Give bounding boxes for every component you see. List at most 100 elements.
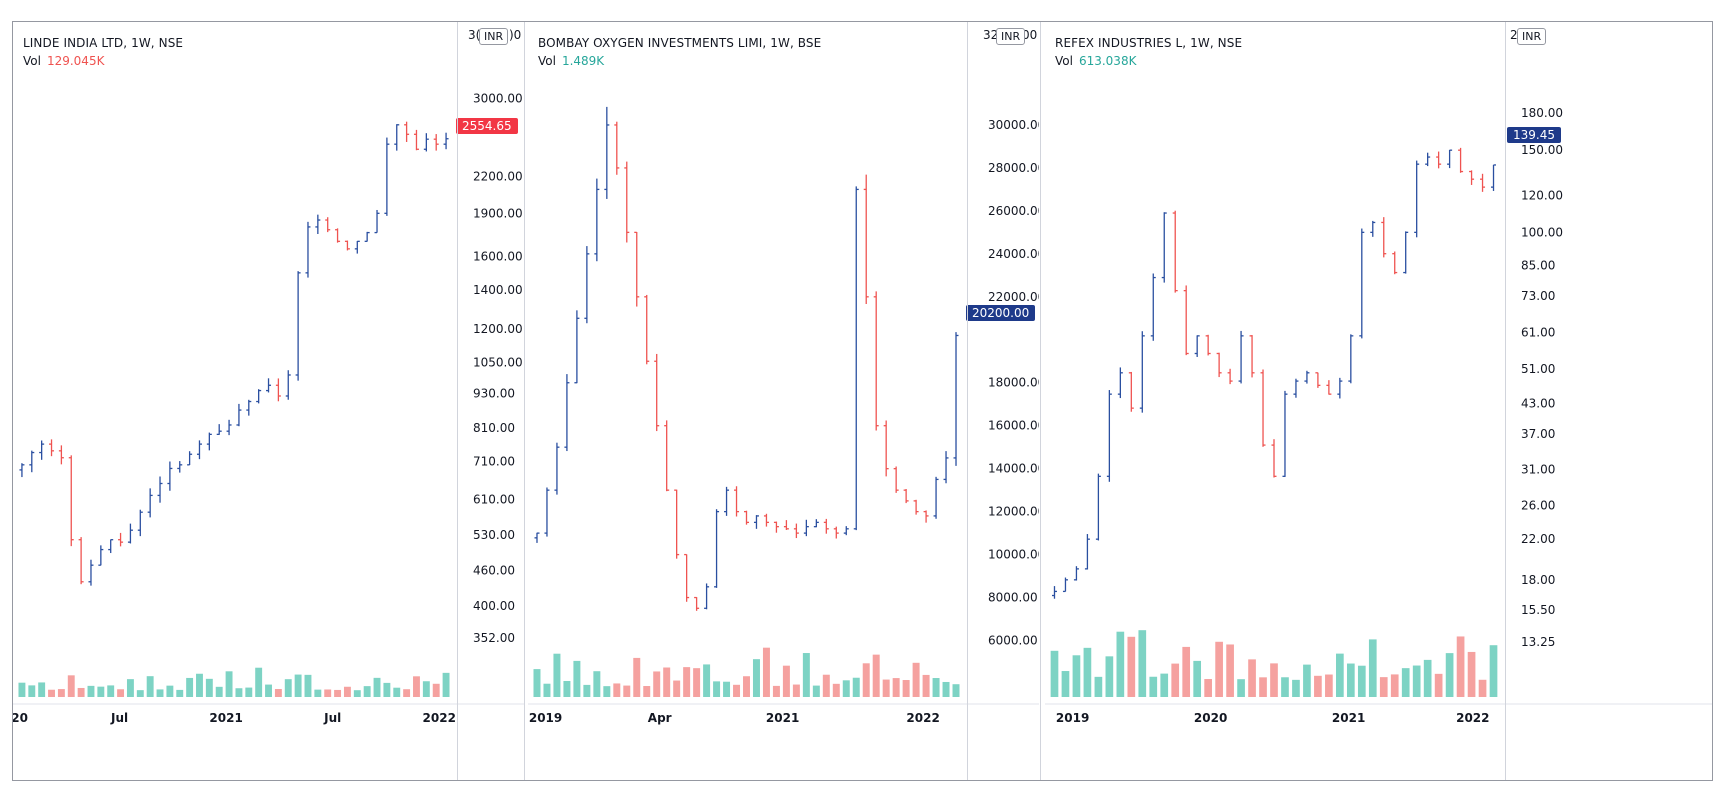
volume-bar [603, 686, 611, 697]
volume-bar [932, 678, 940, 697]
y-tick-label: 14000.00 [988, 462, 1039, 476]
volume-bar [196, 673, 203, 697]
price-scale-divider [1505, 22, 1506, 780]
price-scale-divider [457, 22, 458, 780]
volume-bar [1336, 653, 1344, 697]
price-scale-divider [967, 22, 968, 780]
volume-bar [1182, 646, 1191, 697]
y-tick-label: 43.00 [1521, 396, 1555, 410]
volume-bar [97, 686, 105, 697]
price-scale-top-label: 2 [1510, 28, 1518, 42]
volume-bar [922, 674, 930, 697]
volume-bar [1303, 664, 1311, 697]
y-tick-label: 6000.00 [988, 634, 1038, 648]
y-tick-label: 1050.00 [473, 356, 523, 370]
volume-bar [872, 654, 880, 697]
vol-value: 129.045K [46, 54, 105, 68]
x-tick-label: 2021 [209, 711, 242, 725]
volume-bar [1050, 650, 1059, 697]
volume-bar [1412, 665, 1421, 697]
volume-bar [87, 685, 95, 697]
currency-button[interactable]: INR [1517, 28, 1547, 45]
volume-bar [683, 667, 691, 697]
y-tick-label: 24000.00 [988, 247, 1039, 261]
volume-bar [1149, 676, 1158, 697]
y-tick-label: 100.00 [1521, 225, 1563, 239]
panel-divider[interactable] [1040, 22, 1041, 780]
volume-bar [663, 667, 671, 697]
price-scale-top-label: 3( [468, 28, 481, 42]
volume-bar [623, 685, 631, 697]
volume-bar [1259, 677, 1267, 697]
volume-bar [245, 687, 253, 697]
volume-bar [812, 685, 820, 697]
x-tick-label: Jul [323, 711, 341, 725]
volume-bar [353, 690, 361, 697]
currency-button[interactable]: INR [996, 28, 1026, 45]
chart-layout-frame: 3000.00 2200.00 1900.00 1600.00 1400.00 1200.… [12, 21, 1713, 781]
y-tick-label: 810.00 [473, 421, 515, 435]
volume-bar [633, 657, 641, 697]
linde-chart-svg[interactable]: 3000.00 2200.00 1900.00 1600.00 1400.00 1200.… [13, 22, 524, 780]
y-tick-label: 1200.00 [473, 322, 523, 336]
volume-bar [383, 682, 391, 697]
x-tick-label: 2019 [1056, 711, 1089, 725]
volume-bar [38, 682, 46, 697]
y-tick-label: 13.25 [1521, 635, 1555, 649]
y-tick-label: 1900.00 [473, 206, 523, 220]
volume-bar [533, 669, 541, 697]
y-tick-label: 26.00 [1521, 498, 1555, 512]
vol-label: Vol [23, 54, 41, 68]
volume-bar [1193, 660, 1202, 697]
volume-bar [235, 688, 243, 697]
volume-bar [1116, 631, 1125, 697]
bombay-chart-svg[interactable]: 30000.00 28000.00 26000.00 24000.00 22000.00… [528, 22, 1039, 780]
volume-bar [832, 683, 840, 697]
volume-bar [1094, 676, 1103, 697]
volume-bar [1346, 663, 1355, 697]
volume-bar [653, 671, 661, 697]
y-tick-label: 18.00 [1521, 573, 1555, 587]
volume-bar [583, 684, 591, 697]
y-tick-label: 85.00 [1521, 258, 1555, 272]
panel-divider[interactable] [524, 22, 525, 780]
volume-bar [57, 689, 65, 697]
volume-bar [802, 653, 810, 697]
y-tick-label: 2200.00 [473, 169, 523, 183]
y-tick-label: 10000.00 [988, 548, 1039, 562]
currency-button[interactable]: INR [479, 28, 509, 45]
y-tick-label: 710.00 [473, 454, 515, 468]
y-tick-label: 610.00 [473, 492, 515, 506]
volume-bar [176, 689, 184, 697]
volume-bar [28, 685, 36, 697]
y-tick-label: 51.00 [1521, 362, 1555, 376]
volume-bar [1357, 665, 1366, 697]
volume-bar [1072, 655, 1081, 697]
volume-bar [1325, 674, 1333, 697]
volume-bar [1160, 673, 1169, 697]
chart-panel-linde[interactable]: 3000.00 2200.00 1900.00 1600.00 1400.00 1200.… [13, 22, 524, 780]
y-tick-label: 3000.00 [473, 91, 523, 105]
y-tick-label: 180.00 [1521, 106, 1563, 120]
volume-bar [304, 674, 312, 697]
chart-legend: REFEX INDUSTRIES L, 1W, NSE Vol 613.038K [1055, 34, 1242, 70]
volume-bar [762, 647, 770, 697]
y-tick-label: 22.00 [1521, 532, 1555, 546]
x-tick-label: 2020 [1194, 711, 1227, 725]
volume-bar [1226, 644, 1234, 697]
volume-bar [393, 687, 401, 697]
volume-bar [563, 680, 571, 697]
volume-bar [18, 682, 26, 697]
volume-bar [255, 667, 263, 697]
vol-value: 613.038K [1078, 54, 1137, 68]
volume-bar [553, 653, 561, 697]
x-tick-label: 2021 [766, 711, 799, 725]
volume-bar [225, 671, 233, 697]
refex-chart-svg[interactable]: 180.00 150.00 120.00 100.00 85.00 73.00 61.00 5… [1045, 22, 1712, 780]
volume-bar [1314, 675, 1322, 697]
chart-panel-refex[interactable]: 180.00 150.00 120.00 100.00 85.00 73.00 61.00 5… [1045, 22, 1712, 780]
x-tick-label: 2019 [529, 711, 562, 725]
chart-panel-bombay-oxygen[interactable]: 30000.00 28000.00 26000.00 24000.00 22000.00… [528, 22, 1039, 780]
x-tick-label: 2022 [423, 711, 456, 725]
vol-label: Vol [1055, 54, 1073, 68]
